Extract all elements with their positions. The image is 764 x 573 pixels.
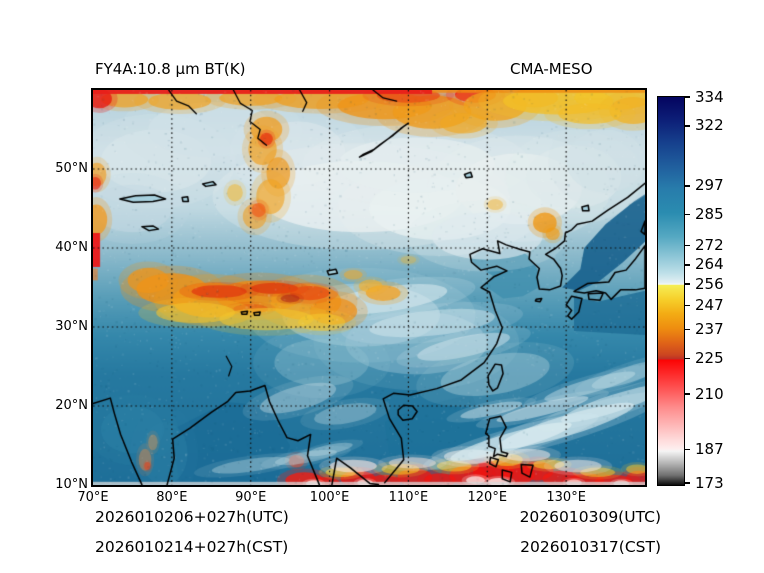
colorbar-tick-label: 264 — [695, 255, 724, 274]
colorbar-tick-mark — [684, 264, 690, 266]
colorbar-tick-label: 256 — [695, 274, 724, 293]
x-tick-label: 90°E — [235, 490, 267, 505]
colorbar-tick-mark — [684, 96, 690, 98]
colorbar-tick-label: 272 — [695, 236, 724, 255]
colorbar-tick-mark — [684, 448, 690, 451]
model-name-label: CMA-MESO — [510, 60, 593, 78]
colorbar-tick-mark — [684, 244, 690, 247]
x-tick-label: 70°E — [77, 490, 109, 505]
colorbar-tick-label: 225 — [695, 348, 724, 367]
colorbar-tick-label: 247 — [695, 296, 724, 315]
map-frame — [91, 88, 647, 487]
y-tick-label: 30°N — [55, 319, 88, 334]
y-tick-label: 50°N — [55, 161, 88, 176]
valid-time-utc: 2026010309(UTC) — [519, 508, 661, 526]
colorbar-gradient — [658, 96, 684, 485]
colorbar-tick-label: 322 — [695, 116, 724, 135]
colorbar-tick-label: 173 — [695, 473, 724, 492]
x-tick-label: 120°E — [467, 490, 508, 505]
colorbar-tick-label: 285 — [695, 204, 724, 223]
colorbar-tick-mark — [684, 184, 690, 187]
plot-title: FY4A:10.8 μm BT(K) — [95, 60, 246, 78]
x-tick-label: 130°E — [546, 490, 586, 505]
forecast-init-utc: 2026010206+027h(UTC) — [95, 508, 289, 526]
valid-time-cst: 2026010317(CST) — [520, 538, 661, 556]
colorbar-tick-label: 210 — [695, 384, 724, 403]
colorbar-tick-mark — [684, 393, 690, 396]
y-tick-label: 10°N — [55, 477, 88, 492]
colorbar-tick-label: 187 — [695, 439, 724, 458]
y-tick-label: 40°N — [55, 240, 88, 255]
colorbar-tick-mark — [684, 304, 690, 307]
colorbar-tick-mark — [684, 328, 690, 331]
y-tick-label: 20°N — [55, 398, 88, 413]
colorbar-tick-label: 334 — [695, 87, 724, 106]
satellite-bt-map-canvas — [93, 90, 645, 485]
colorbar-tick-mark — [684, 283, 690, 285]
colorbar-tick-mark — [684, 357, 690, 360]
x-tick-label: 110°E — [388, 490, 429, 505]
colorbar-tick-label: 297 — [695, 176, 724, 195]
colorbar-tick-mark — [684, 213, 690, 216]
colorbar-tick-mark — [684, 482, 690, 484]
forecast-init-cst: 2026010214+027h(CST) — [95, 538, 289, 556]
colorbar-tick-label: 237 — [695, 320, 724, 339]
colorbar-tick-mark — [684, 124, 690, 127]
x-tick-label: 80°E — [156, 490, 188, 505]
colorbar — [657, 95, 685, 486]
x-tick-label: 100°E — [309, 490, 350, 505]
